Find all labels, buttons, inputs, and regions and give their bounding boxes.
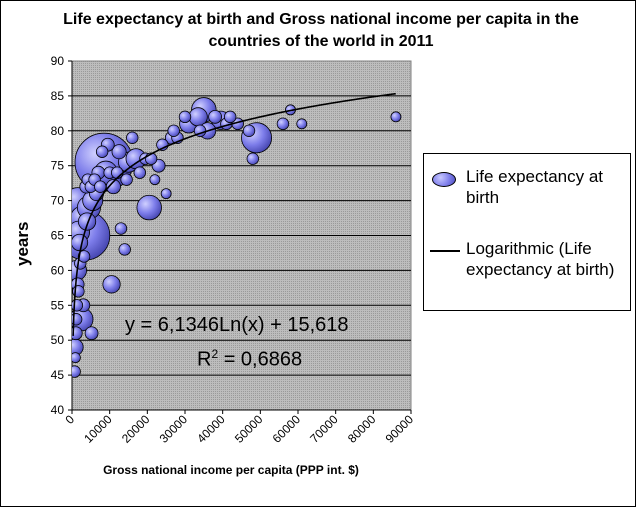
x-tick-label: 80000 [345,412,379,446]
legend-label-bubbles: Life expectancy at birth [466,167,604,207]
legend-label-trendline: Logarithmic (Life expectancy at birth) [466,239,615,279]
data-bubble [296,118,308,130]
data-bubble [178,110,192,124]
y-tick-label: 80 [51,124,65,138]
legend-bubble-marker [432,172,456,187]
data-bubble [276,117,290,131]
data-bubble [72,299,84,312]
x-tick-label: 30000 [157,412,191,446]
data-bubble [72,352,81,364]
data-bubble [72,326,83,341]
x-tick-label: 90000 [383,412,417,446]
data-bubble [120,173,133,186]
y-tick-label: 50 [51,333,65,347]
y-tick-label: 45 [51,368,65,382]
data-bubble [390,111,402,123]
x-tick-label: 60000 [270,412,304,446]
data-bubble [242,124,256,138]
y-tick-label: 60 [51,263,65,277]
x-tick-label: 50000 [232,412,266,446]
data-bubble [208,109,223,124]
data-bubble [72,313,83,326]
x-tick-label: 40000 [194,412,228,446]
y-tick-label: 70 [51,194,65,208]
data-bubble [246,152,260,165]
data-bubble [95,145,109,158]
data-bubble [84,326,99,341]
data-bubble [223,110,237,124]
data-bubble [149,174,161,186]
y-tick-label: 65 [51,229,65,243]
data-bubble [77,212,97,231]
data-bubble [114,222,128,235]
data-bubble [118,243,131,256]
trendline-equation: y = 6,1346Ln(x) + 15,618 [125,314,349,336]
data-bubble [133,166,147,179]
data-bubble [136,194,162,221]
x-tick-label: 10000 [81,412,115,446]
y-tick-label: 90 [51,54,65,68]
x-tick-label: 70000 [307,412,341,446]
r-squared-label: R2 = 0,6868 [197,347,303,371]
data-bubble [94,180,107,193]
data-bubble [167,124,180,138]
trendline [72,92,396,336]
legend: Life expectancy at birth Logarithmic (Li… [423,153,631,311]
data-bubble [126,131,139,144]
data-bubble [72,365,81,378]
y-tick-label: 85 [51,89,65,103]
x-tick-label: 20000 [119,412,153,446]
y-tick-label: 75 [51,159,65,173]
y-tick-label: 55 [51,298,65,312]
data-bubble [111,144,127,160]
y-tick-label: 40 [51,403,65,417]
data-bubble [160,188,172,200]
legend-line-marker [430,250,460,252]
data-bubble [77,250,91,263]
chart-title: Life expectancy at birth and Gross natio… [63,11,579,50]
data-bubble [72,233,89,252]
x-tick-label: 0 [62,412,77,427]
data-bubble [102,275,121,294]
y-axis-label: years [13,221,32,266]
x-axis-label: Gross national income per capita (PPP in… [103,463,359,477]
